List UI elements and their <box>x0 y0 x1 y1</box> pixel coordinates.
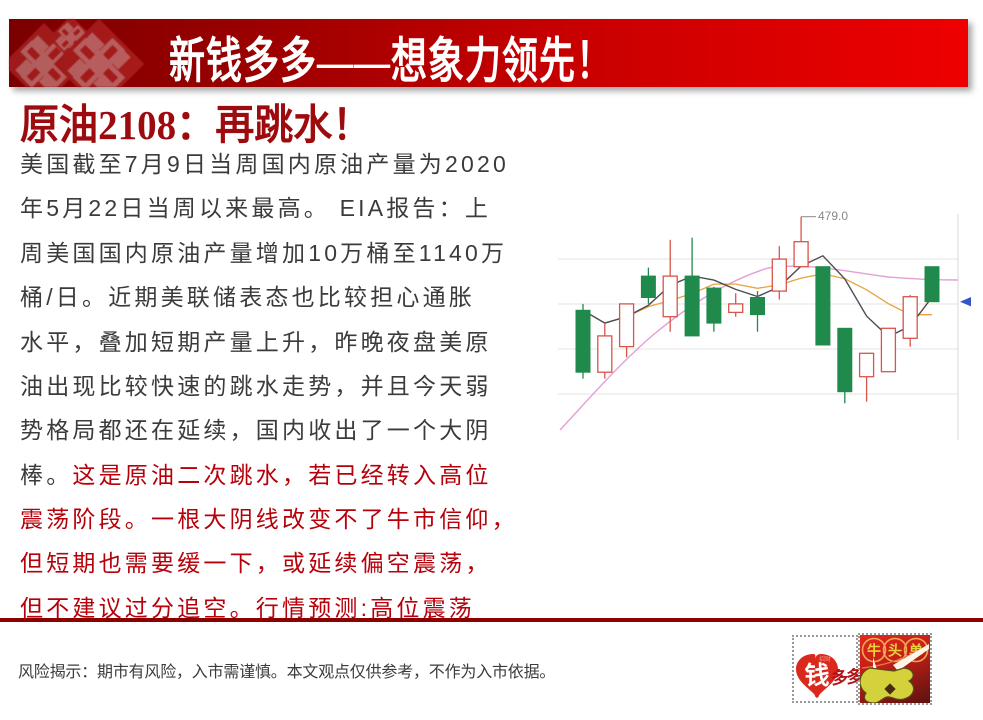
svg-text:招财: 招财 <box>819 655 831 663</box>
svg-text:479.0: 479.0 <box>818 209 848 223</box>
svg-text:钱: 钱 <box>804 661 829 690</box>
svg-text:牛: 牛 <box>867 643 881 659</box>
svg-text:头: 头 <box>888 643 902 659</box>
